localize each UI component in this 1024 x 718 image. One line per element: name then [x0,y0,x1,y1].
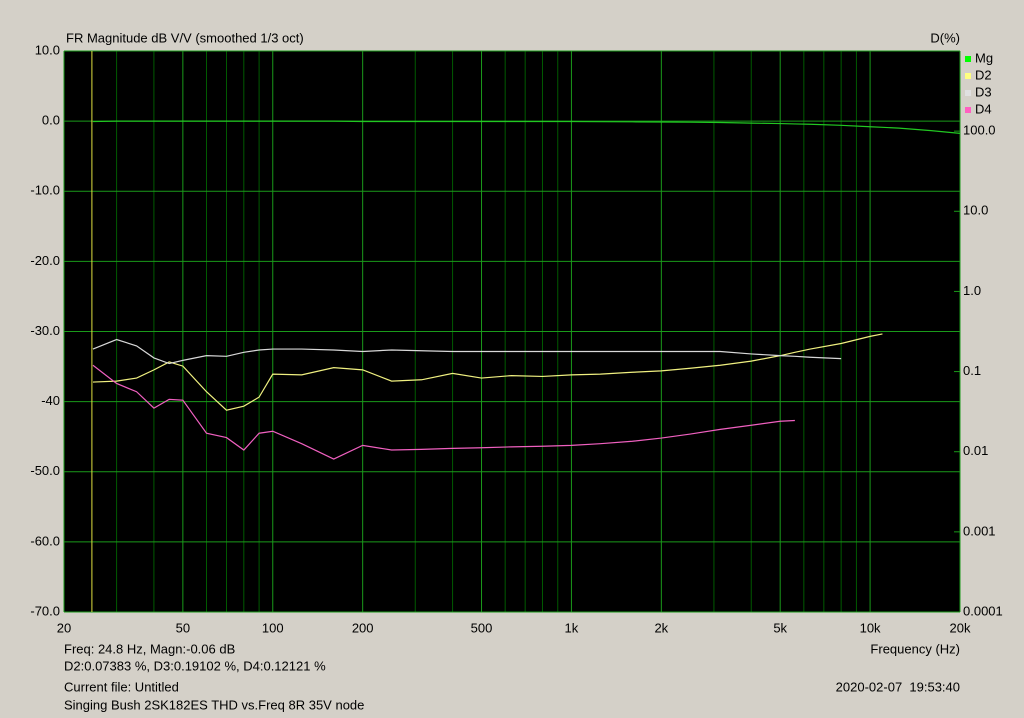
y-tick-label: -10.0 [30,183,60,198]
legend-label: D3 [975,84,992,99]
x-tick-label: 5k [773,620,787,635]
y2-axis-label: D(%) [930,30,960,45]
legend-label: Mg [975,50,993,65]
readout: D2:0.07383 %, D3:0.19102 %, D4:0.12121 % [64,658,326,673]
x-tick-label: 20k [950,620,971,635]
timestamp: 2020-02-07 19:53:40 [836,679,960,694]
y2-tick-label: 0.1 [963,363,981,378]
legend-swatch [965,107,971,113]
x-tick-label: 1k [565,620,579,635]
y2-tick-label: 0.001 [963,523,996,538]
series-line [92,120,961,134]
x-tick-label: 100 [262,620,284,635]
series-line [92,364,795,460]
legend-swatch [965,90,971,96]
y2-tick-label: 0.01 [963,443,988,458]
y2-tick-label: 100.0 [963,123,996,138]
x-tick-label: 20 [57,620,71,635]
x-tick-label: 500 [471,620,493,635]
y2-tick-label: 10.0 [963,203,988,218]
legend-label: D4 [975,101,992,116]
y-tick-label: 0.0 [42,113,60,128]
y-tick-label: -30.0 [30,323,60,338]
current-file: Current file: Untitled [64,679,179,694]
chart-title: FR Magnitude dB V/V (smoothed 1/3 oct) [66,30,304,45]
readout: Freq: 24.8 Hz, Magn:-0.06 dB [64,641,235,656]
y-tick-label: -70.0 [30,603,60,618]
y-tick-label: -60.0 [30,533,60,548]
legend-swatch [965,73,971,79]
legend-swatch [965,56,971,62]
y2-tick-label: 1.0 [963,283,981,298]
x-tick-label: 200 [352,620,374,635]
x-tick-label: 50 [176,620,190,635]
x-tick-label: 2k [654,620,668,635]
series-line [92,333,883,411]
description: Singing Bush 2SK182ES THD vs.Freq 8R 35V… [64,697,364,712]
legend-label: D2 [975,67,992,82]
y-tick-label: 10.0 [35,42,60,57]
x-tick-label: 10k [860,620,881,635]
y-tick-label: -40 [41,393,60,408]
y-tick-label: -20.0 [30,253,60,268]
series-line [92,338,842,365]
y-tick-label: -50.0 [30,463,60,478]
y2-tick-label: 0.0001 [963,603,1003,618]
x-axis-label: Frequency (Hz) [870,641,960,656]
